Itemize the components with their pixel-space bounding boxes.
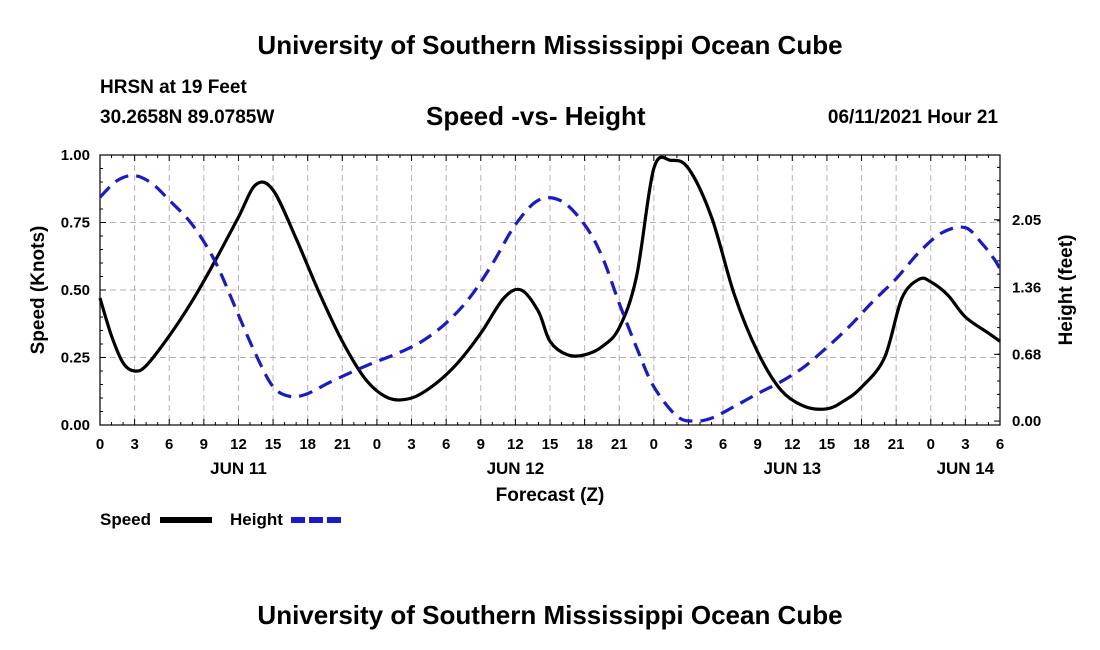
x-tick-label: 18 <box>576 436 593 453</box>
x-tick-label: 6 <box>719 436 727 453</box>
x-tick-label: 0 <box>650 436 658 453</box>
top-title: University of Southern Mississippi Ocean… <box>257 30 843 60</box>
coordinates-label: 30.2658N 89.0785W <box>100 107 275 128</box>
x-tick-label: 15 <box>542 436 559 453</box>
bottom-title: University of Southern Mississippi Ocean… <box>257 600 843 630</box>
x-tick-label: 6 <box>442 436 450 453</box>
x-tick-label: 3 <box>407 436 415 453</box>
x-tick-label: 9 <box>477 436 485 453</box>
y2-tick-label: 2.05 <box>1012 212 1041 229</box>
y-tick-label: 0.50 <box>61 282 90 299</box>
x-tick-label: 0 <box>927 436 935 453</box>
height-series-line <box>98 173 1002 423</box>
x-tick-label: 9 <box>754 436 762 453</box>
x-tick-label: 12 <box>784 436 801 453</box>
day-label: JUN 11 <box>210 459 267 478</box>
x-tick-label: 15 <box>265 436 282 453</box>
day-label: JUN 13 <box>763 459 821 478</box>
y-tick-label: 0.75 <box>61 215 90 232</box>
y2-tick-label: 0.68 <box>1012 346 1041 363</box>
day-label: JUN 12 <box>487 459 545 478</box>
x-axis-title: Forecast (Z) <box>496 485 605 506</box>
x-tick-label: 0 <box>96 436 104 453</box>
station-label: HRSN at 19 Feet <box>100 77 247 98</box>
x-tick-label: 12 <box>507 436 524 453</box>
legend-speed-label: Speed <box>100 510 151 529</box>
x-tick-label: 21 <box>334 436 351 453</box>
forecast-date-label: 06/11/2021 Hour 21 <box>827 107 998 128</box>
x-tick-label: 9 <box>200 436 208 453</box>
y-tick-label: 0.25 <box>61 350 90 367</box>
day-label: JUN 14 <box>937 459 995 478</box>
x-tick-label: 18 <box>853 436 870 453</box>
speed-series-line <box>98 155 1001 411</box>
y2-tick-label: 0.00 <box>1012 413 1041 430</box>
x-tick-label: 3 <box>130 436 138 453</box>
y-axis-title: Speed (Knots) <box>28 226 49 355</box>
x-tick-label: 21 <box>888 436 905 453</box>
y2-axis-title: Height (feet) <box>1056 235 1077 346</box>
y2-tick-label: 1.36 <box>1012 280 1041 297</box>
x-tick-label: 15 <box>819 436 836 453</box>
x-tick-label: 3 <box>961 436 969 453</box>
x-tick-label: 21 <box>611 436 628 453</box>
legend-height-label: Height <box>230 510 283 529</box>
y-tick-label: 1.00 <box>61 147 90 164</box>
x-tick-label: 6 <box>165 436 173 453</box>
x-tick-label: 3 <box>684 436 692 453</box>
x-tick-label: 12 <box>230 436 247 453</box>
y-tick-label: 0.00 <box>61 417 90 434</box>
x-tick-label: 6 <box>996 436 1004 453</box>
x-tick-label: 18 <box>299 436 316 453</box>
x-tick-label: 0 <box>373 436 381 453</box>
chart-title: Speed -vs- Height <box>426 101 646 131</box>
